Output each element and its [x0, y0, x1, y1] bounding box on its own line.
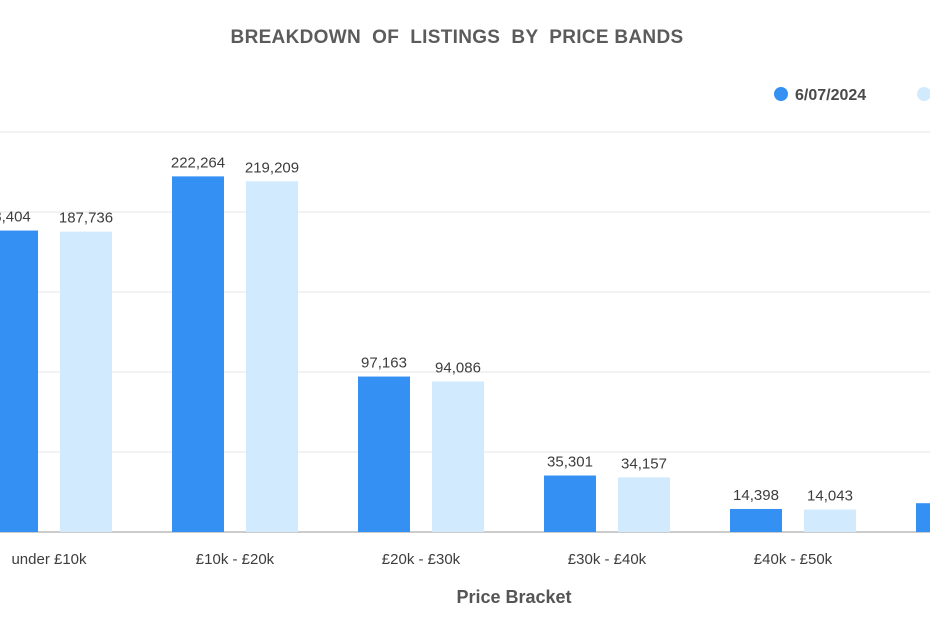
chart-title: BREAKDOWN OF LISTINGS BY PRICE BANDS: [231, 27, 684, 48]
data-label-series-2: 94,086: [435, 359, 481, 376]
bar-series-1: [730, 508, 782, 532]
x-tick-label: £40k - £50k: [754, 551, 833, 568]
bars: [0, 176, 930, 533]
bar-series-1: [172, 176, 224, 532]
bar-series-1: [916, 503, 930, 532]
x-tick-label: £10k - £20k: [196, 551, 275, 568]
data-label-series-2: 14,043: [807, 488, 853, 505]
bar-series-2: [246, 181, 298, 532]
bar-series-1: [358, 376, 410, 532]
x-tick-label: £20k - £30k: [382, 551, 461, 568]
bar-series-1: [544, 475, 596, 532]
data-label-series-2: 187,736: [59, 210, 113, 227]
data-label-series-1: 222,264: [171, 154, 225, 171]
bar-series-1: [0, 230, 38, 533]
data-label-series-1: 35,301: [547, 454, 593, 471]
bar-series-2: [432, 381, 484, 532]
bar-series-2: [60, 231, 112, 532]
data-label-series-2: 34,157: [621, 455, 667, 472]
data-labels: 8,404 187,736 222,264 219,209 97,163 94,086 35…: [0, 154, 853, 505]
bar-series-2: [804, 509, 856, 532]
x-tick-label: £30k - £40k: [568, 551, 647, 568]
legend: 6/07/2024: [774, 87, 930, 104]
data-label-series-1: 14,398: [733, 487, 779, 504]
data-label-series-1: 97,163: [361, 355, 407, 372]
x-tick-label: under £10k: [11, 551, 87, 568]
legend-label-series-1: 6/07/2024: [795, 87, 866, 104]
data-label-series-2: 219,209: [245, 159, 299, 176]
data-label-series-1: 8,404: [0, 209, 31, 226]
x-axis-title: Price Bracket: [456, 587, 571, 607]
legend-swatch-series-1: [774, 87, 788, 101]
legend-swatch-series-2: [917, 87, 930, 101]
x-tick-labels: under £10k £10k - £20k £20k - £30k £30k - £…: [11, 551, 832, 568]
bar-series-2: [618, 477, 670, 532]
